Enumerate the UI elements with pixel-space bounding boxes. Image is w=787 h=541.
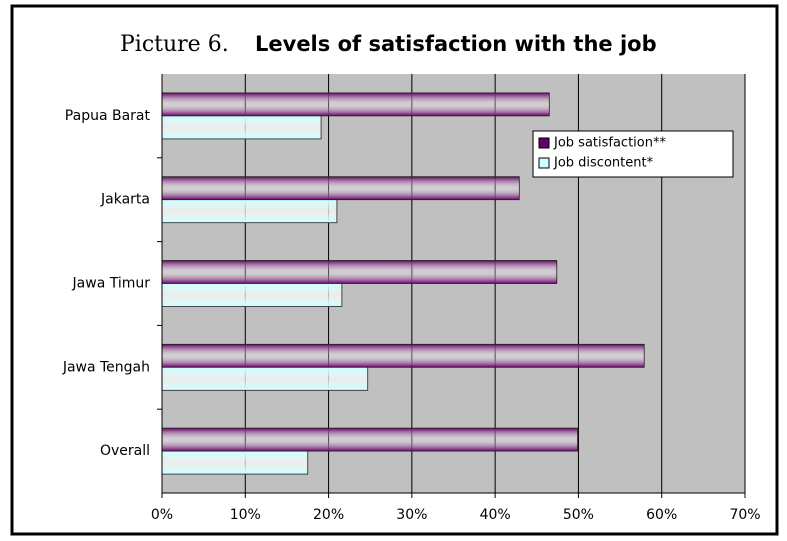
x-tick-label: 10% [230, 507, 261, 523]
chart-title: Levels of satisfaction with the job [255, 32, 657, 56]
bar [161, 260, 558, 284]
bar [161, 343, 645, 368]
bar [161, 199, 338, 224]
x-tick-label: 0% [151, 507, 173, 523]
y-tick-label: Jawa Tengah [62, 359, 150, 375]
bar [161, 115, 322, 140]
legend-swatch [538, 157, 550, 169]
legend [532, 130, 734, 178]
x-tick-label: 40% [480, 507, 511, 523]
bar [161, 92, 550, 117]
bar [161, 283, 343, 307]
legend-swatch [538, 137, 550, 149]
legend-label: Job satisfaction** [553, 136, 666, 151]
bar [161, 450, 309, 475]
x-tick-label: 70% [729, 507, 760, 523]
bar [161, 176, 520, 201]
x-tick-label: 50% [563, 507, 594, 523]
x-tick-label: 20% [313, 507, 344, 523]
bar [161, 427, 578, 452]
legend-label: Job discontent* [553, 156, 654, 171]
y-tick-label: Papua Barat [65, 108, 151, 124]
figure-label: Picture 6. [120, 32, 229, 57]
bar [161, 366, 369, 391]
y-tick-label: Overall [100, 443, 150, 459]
x-tick-label: 30% [396, 507, 427, 523]
y-tick-label: Jawa Timur [72, 276, 151, 292]
x-tick-label: 60% [646, 507, 677, 523]
y-tick-label: Jakarta [100, 192, 150, 208]
